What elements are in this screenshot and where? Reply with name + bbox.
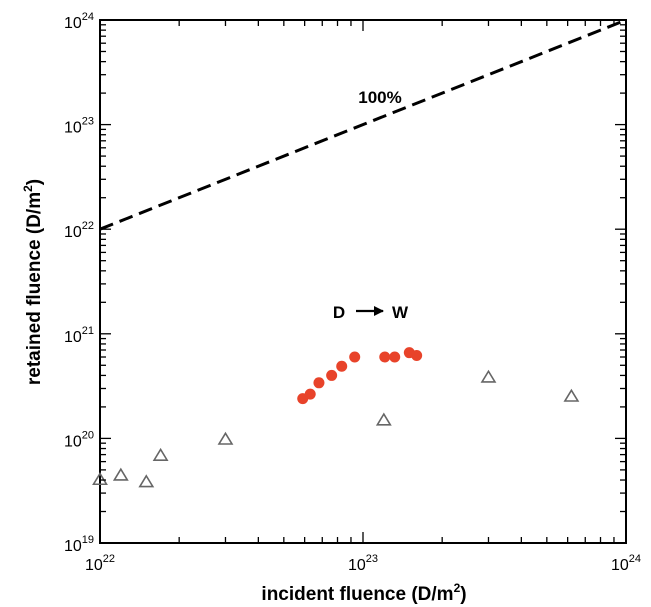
d-to-w-annotation: D W <box>333 303 409 322</box>
x-tick-label: 1022 <box>85 553 115 574</box>
data-point-circle <box>411 350 423 362</box>
y-tick-label: 1024 <box>64 11 94 32</box>
data-point-triangle <box>92 471 108 486</box>
annotation-arrow-head <box>374 306 384 316</box>
data-point-circle <box>336 360 348 372</box>
y-tick-label: 1021 <box>64 325 94 346</box>
y-tick-label: 1020 <box>64 429 94 450</box>
data-point-circle <box>349 351 361 363</box>
annotation-text-right: W <box>392 303 409 322</box>
data-point-triangle <box>138 474 155 488</box>
y-tick-label: 1019 <box>64 534 94 555</box>
data-point-circle <box>304 388 316 400</box>
data-point-triangle <box>152 447 169 461</box>
data-point-triangle <box>563 388 580 402</box>
reference-line-100-percent <box>99 18 627 231</box>
y-tick-label: 1022 <box>64 220 94 241</box>
data-point-triangle <box>375 412 392 426</box>
data-point-circle <box>379 351 391 363</box>
data-point-triangle <box>217 431 234 445</box>
data-point-triangle <box>112 467 129 481</box>
x-tick-label: 1024 <box>611 553 641 574</box>
y-axis-title: retained fluence (D/m2) <box>21 179 45 385</box>
x-axis-title: incident fluence (D/m2) <box>261 581 466 605</box>
annotation-text-left: D <box>333 303 345 322</box>
data-point-circle <box>313 377 325 389</box>
x-tick-label: 1023 <box>348 553 378 574</box>
data-point-circle <box>389 351 401 363</box>
y-tick-label: 1023 <box>64 116 94 137</box>
data-point-triangle <box>480 369 497 383</box>
reference-line-label: 100% <box>358 88 401 107</box>
data-point-circle <box>326 369 338 381</box>
